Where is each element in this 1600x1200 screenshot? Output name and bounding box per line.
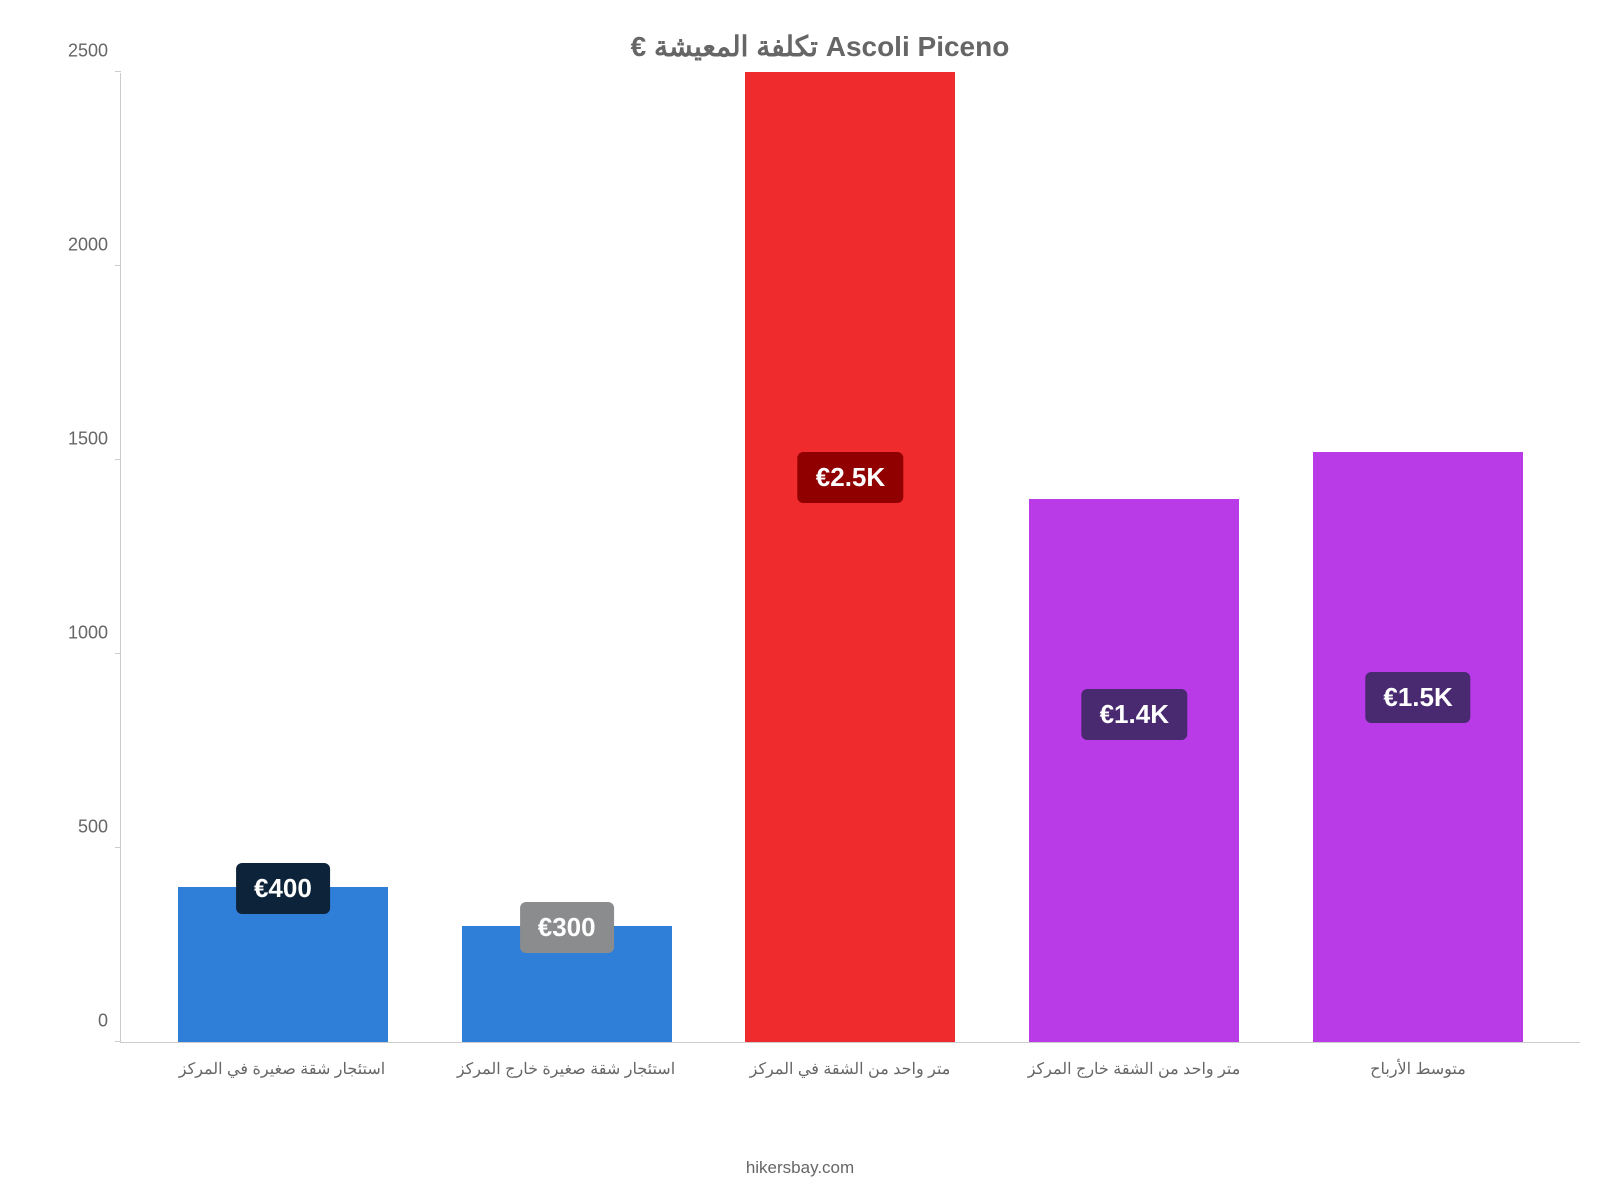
bar-slot: €2.5K: [709, 73, 993, 1042]
x-axis-labels: استئجار شقة صغيرة في المركزاستئجار شقة ص…: [120, 1059, 1580, 1079]
x-axis-label: متر واحد من الشقة خارج المركز: [992, 1059, 1276, 1079]
bar-slot: €400: [141, 73, 425, 1042]
chart-title: € تكلفة المعيشة Ascoli Piceno: [60, 30, 1580, 63]
bar-slot: €1.4K: [992, 73, 1276, 1042]
y-tick-mark: [115, 847, 121, 848]
bar[interactable]: €300: [462, 926, 672, 1042]
x-axis-label: متوسط الأرباح: [1276, 1059, 1560, 1079]
bar[interactable]: €1.5K: [1313, 452, 1523, 1042]
y-tick-mark: [115, 265, 121, 266]
bar-value-label: €1.5K: [1365, 672, 1470, 723]
bars-area: €400 €300 €2.5K €1.4K €1.5K: [121, 73, 1580, 1042]
y-tick-mark: [115, 653, 121, 654]
y-tick-mark: [115, 71, 121, 72]
y-tick-label: 1000: [68, 623, 108, 644]
bar-value-label: €300: [520, 902, 614, 953]
bar-value-label: €400: [236, 863, 330, 914]
y-tick-label: 2500: [68, 41, 108, 62]
bar-slot: €300: [425, 73, 709, 1042]
plot-area: 05001000150020002500 €400€300€2.5K€1.4K€…: [120, 73, 1580, 1043]
bar[interactable]: €1.4K: [1029, 499, 1239, 1042]
chart-container: € تكلفة المعيشة Ascoli Piceno 0 500 1000 15…: [60, 30, 1580, 1090]
bar[interactable]: €400: [178, 887, 388, 1042]
x-axis-label: متر واحد من الشقة في المركز: [708, 1059, 992, 1079]
x-axis-label: استئجار شقة صغيرة في المركز: [140, 1059, 424, 1079]
y-tick-label: 1500: [68, 429, 108, 450]
attribution-text: hikersbay.com: [0, 1158, 1600, 1178]
bar-value-label: €2.5K: [798, 452, 903, 503]
y-tick-label: 0: [98, 1011, 108, 1032]
bar-slot: €1.5K: [1276, 73, 1560, 1042]
bar-value-label: €1.4K: [1082, 689, 1187, 740]
y-tick-label: 2000: [68, 235, 108, 256]
y-tick-mark: [115, 1041, 121, 1042]
bar[interactable]: €2.5K: [745, 72, 955, 1042]
y-axis: 05001000150020002500: [61, 73, 116, 1042]
x-axis-label: استئجار شقة صغيرة خارج المركز: [424, 1059, 708, 1079]
y-tick-label: 500: [78, 817, 108, 838]
y-tick-mark: [115, 459, 121, 460]
